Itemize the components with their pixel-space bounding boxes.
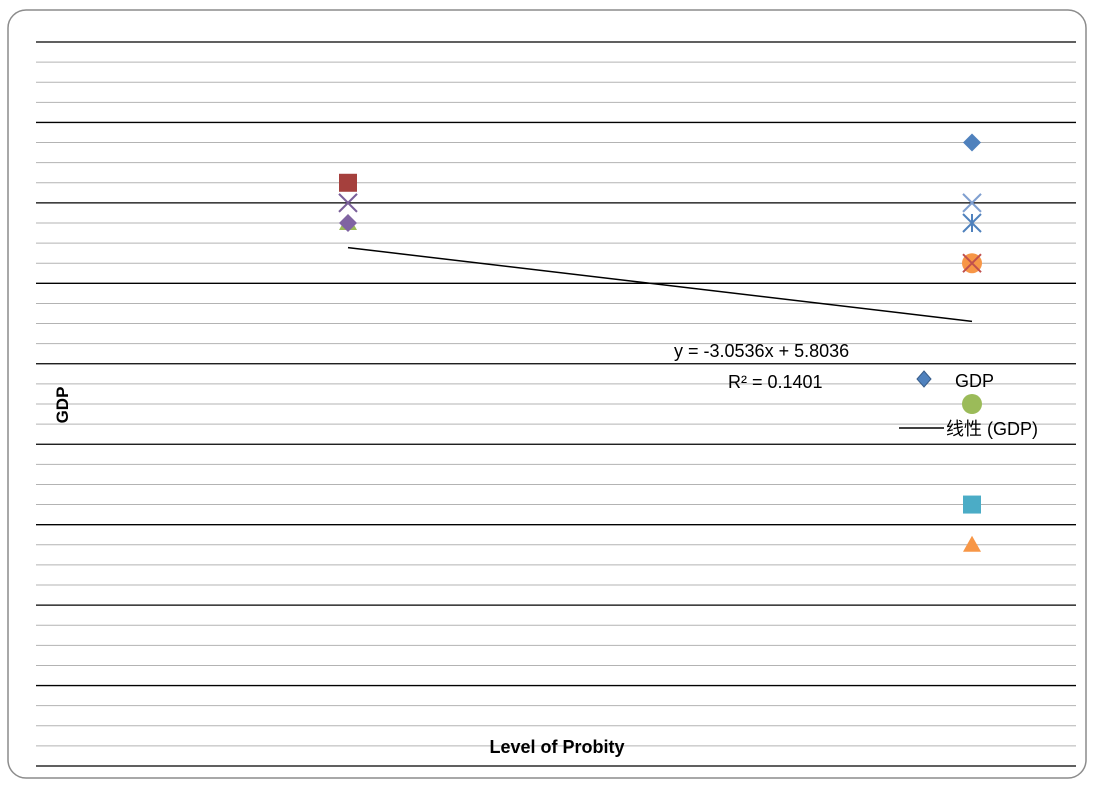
- data-point-triangle: [963, 535, 981, 552]
- trendline-group: [347, 246, 973, 323]
- y-axis-label: GDP: [53, 387, 72, 424]
- data-point-x: [338, 193, 358, 213]
- data-point-x: [962, 253, 982, 273]
- data-point-square: [963, 495, 981, 514]
- trendline: [347, 246, 973, 323]
- data-point-diamond: [963, 133, 981, 152]
- data-points: [338, 133, 982, 552]
- data-point-square: [339, 173, 357, 192]
- gridlines: [36, 41, 1076, 767]
- legend-label-linear: 线性 (GDP): [946, 419, 1038, 439]
- legend-item-linear: 线性 (GDP): [899, 419, 1038, 439]
- data-point-asterisk: [962, 213, 982, 233]
- trendline-r-squared: R² = 0.1401: [728, 372, 823, 392]
- data-point-circle: [962, 394, 982, 414]
- trendline-equation: y = -3.0536x + 5.8036: [674, 341, 849, 361]
- legend: GDP 线性 (GDP): [899, 370, 1038, 439]
- data-point-x: [962, 193, 982, 213]
- x-axis-label: Level of Probity: [489, 737, 624, 757]
- legend-diamond-icon: [916, 370, 932, 388]
- legend-item-gdp: GDP: [916, 370, 994, 391]
- data-point-diamond: [339, 214, 357, 232]
- legend-label-gdp: GDP: [955, 371, 994, 391]
- chart-border: [7, 9, 1087, 779]
